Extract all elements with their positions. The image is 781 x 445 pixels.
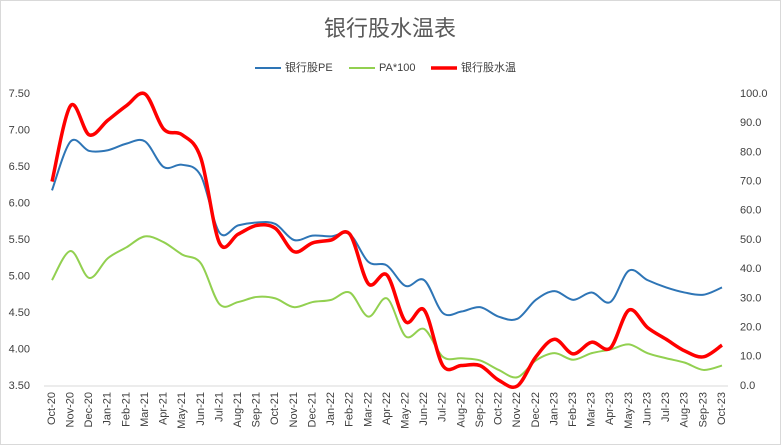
x-tick-label: May-22 bbox=[400, 392, 412, 429]
x-tick-label: Apr-23 bbox=[604, 392, 616, 425]
y-tick-label: 6.50 bbox=[9, 161, 30, 173]
x-tick-label: May-21 bbox=[176, 392, 188, 429]
x-tick-label: Mar-23 bbox=[586, 392, 598, 427]
x-tick-label: Oct-20 bbox=[46, 392, 58, 425]
y-tick-label: 7.00 bbox=[9, 124, 30, 136]
x-tick-label: Mar-22 bbox=[362, 392, 374, 427]
y2-tick-label: 20.0 bbox=[740, 322, 761, 334]
x-tick-label: Oct-23 bbox=[716, 392, 728, 425]
chart-title: 银行股水温表 bbox=[324, 16, 456, 41]
legend: 银行股PE PA*100 银行股水温 bbox=[255, 60, 516, 74]
x-tick-label: Nov-20 bbox=[65, 392, 77, 427]
legend-label: 银行股PE bbox=[285, 60, 333, 74]
x-tick-label: Dec-21 bbox=[306, 392, 318, 427]
y2-tick-label: 40.0 bbox=[740, 263, 761, 275]
x-tick-label: Jun-23 bbox=[641, 392, 653, 426]
series-line bbox=[50, 91, 724, 389]
y-tick-label: 3.50 bbox=[9, 380, 30, 392]
x-tick-label: Aug-22 bbox=[455, 392, 467, 427]
x-tick-label: Jul-23 bbox=[660, 392, 672, 422]
x-tick-label: Nov-21 bbox=[288, 392, 300, 427]
x-tick-label: Feb-21 bbox=[120, 392, 132, 427]
x-tick-label: Dec-20 bbox=[83, 392, 95, 427]
y2-tick-label: 0.0 bbox=[740, 380, 755, 392]
x-tick-label: Feb-23 bbox=[567, 392, 579, 427]
x-tick-label: Jun-21 bbox=[195, 392, 207, 426]
y2-tick-label: 100.0 bbox=[740, 88, 768, 100]
y-tick-label: 4.00 bbox=[9, 343, 30, 355]
x-tick-label: Dec-22 bbox=[530, 392, 542, 427]
y2-tick-label: 10.0 bbox=[740, 351, 761, 363]
y-tick-label: 5.50 bbox=[9, 234, 30, 246]
x-tick-label: Sep-21 bbox=[251, 392, 263, 427]
series-line bbox=[51, 138, 723, 321]
x-tick-label: Oct-21 bbox=[269, 392, 281, 425]
x-tick-label: Sep-23 bbox=[697, 392, 709, 427]
legend-label: 银行股水温 bbox=[461, 60, 516, 74]
x-tick-label: Oct-22 bbox=[493, 392, 505, 425]
x-tick-label: Aug-21 bbox=[232, 392, 244, 427]
x-tick-label: Jul-21 bbox=[213, 392, 225, 422]
y2-tick-label: 60.0 bbox=[740, 205, 761, 217]
x-tick-label: Jan-23 bbox=[548, 392, 560, 426]
y2-tick-label: 50.0 bbox=[740, 234, 761, 246]
x-tick-label: Mar-21 bbox=[139, 392, 151, 427]
x-tick-label: Feb-22 bbox=[344, 392, 356, 427]
x-tick-label: Jul-22 bbox=[437, 392, 449, 422]
y-tick-label: 6.00 bbox=[9, 197, 30, 209]
y-tick-label: 7.50 bbox=[9, 88, 30, 100]
x-tick-label: May-23 bbox=[623, 392, 635, 429]
y-tick-label: 4.50 bbox=[9, 307, 30, 319]
y-tick-label: 5.00 bbox=[9, 270, 30, 282]
y2-tick-label: 80.0 bbox=[740, 146, 761, 158]
x-tick-label: Jan-22 bbox=[325, 392, 337, 426]
y2-tick-label: 30.0 bbox=[740, 292, 761, 304]
x-tick-label: Apr-21 bbox=[158, 392, 170, 425]
x-tick-label: Sep-22 bbox=[474, 392, 486, 427]
legend-label: PA*100 bbox=[379, 62, 416, 74]
y2-tick-label: 90.0 bbox=[740, 117, 761, 129]
y2-tick-label: 70.0 bbox=[740, 176, 761, 188]
x-tick-label: Apr-22 bbox=[381, 392, 393, 425]
x-tick-label: Aug-23 bbox=[679, 392, 691, 427]
x-tick-label: Jan-21 bbox=[102, 392, 114, 426]
x-tick-label: Jun-22 bbox=[418, 392, 430, 426]
x-tick-label: Nov-22 bbox=[511, 392, 523, 427]
